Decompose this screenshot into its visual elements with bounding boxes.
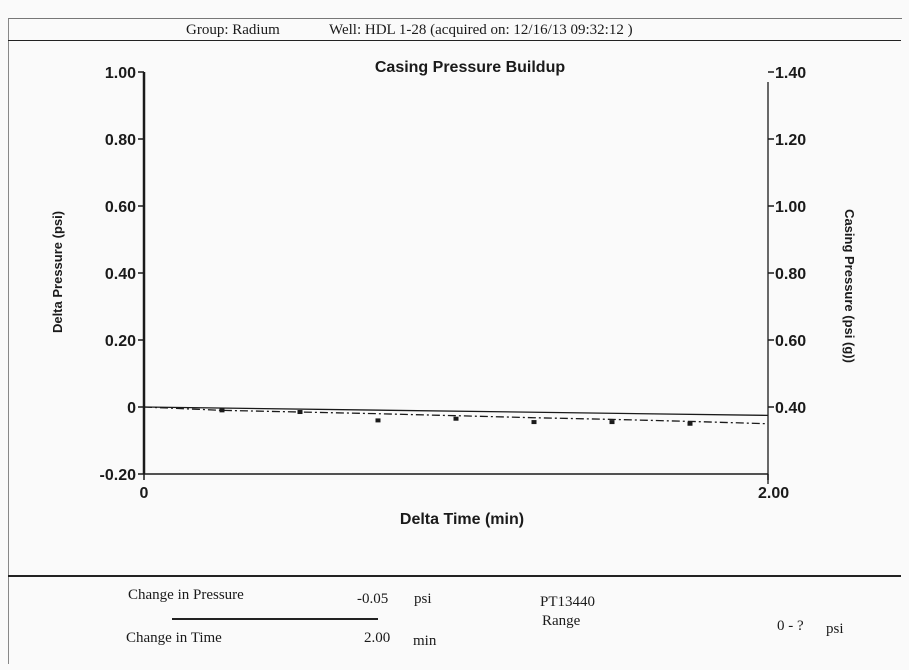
change-time-value: 2.00	[364, 630, 391, 646]
series-line-2	[143, 406, 769, 417]
gauge-id: PT13440	[540, 594, 596, 610]
group-label: Group: Radium	[186, 22, 280, 38]
data-point	[375, 418, 381, 423]
y2-tick-label: 0.40	[775, 400, 806, 417]
chart: Casing Pressure Buildup 1.00 0.80 0.60 0.40…	[50, 59, 857, 528]
range-label: Range	[542, 613, 581, 629]
y2-tick-label: 1.40	[775, 65, 806, 82]
y-tick-label: 0.60	[105, 199, 136, 216]
data-point	[297, 410, 303, 415]
series-line-1	[143, 406, 769, 425]
y2-axis-label: Casing Pressure (psi (g))	[842, 209, 857, 363]
series-lines	[143, 406, 769, 425]
y-tick-label: -0.20	[100, 467, 137, 484]
chart-title: Casing Pressure Buildup	[375, 59, 565, 76]
report-frame	[8, 18, 902, 664]
x-tick-label: 0	[140, 485, 149, 502]
data-point	[453, 416, 459, 421]
range-unit: psi	[826, 621, 844, 637]
tick-labels: 1.000.800.600.400.200-0.201.401.201.000.…	[100, 65, 807, 502]
x-axis-label: Delta Time (min)	[400, 511, 524, 528]
data-point	[609, 420, 615, 425]
range-value: 0 - ?	[777, 618, 804, 634]
y2-tick-label: 0.60	[775, 333, 806, 350]
y-axis-label: Delta Pressure (psi)	[50, 211, 65, 333]
well-label: Well: HDL 1-28 (acquired on: 12/16/13 09…	[329, 22, 633, 38]
y-tick-label: 0.20	[105, 333, 136, 350]
y-tick-label: 1.00	[105, 65, 136, 82]
axes	[142, 72, 769, 484]
y-tick-label: 0.40	[105, 266, 136, 283]
data-point	[531, 420, 537, 425]
change-pressure-unit: psi	[414, 591, 432, 607]
footer-divider	[8, 575, 901, 577]
change-pressure-value: -0.05	[357, 591, 389, 607]
change-time-label: Change in Time	[126, 630, 222, 646]
y2-tick-label: 1.00	[775, 199, 806, 216]
footer-underline	[172, 618, 378, 620]
change-pressure-label: Change in Pressure	[128, 587, 244, 603]
change-time-unit: min	[413, 633, 437, 649]
y2-tick-label: 0.80	[775, 266, 806, 283]
y-tick-label: 0	[127, 400, 136, 417]
y2-tick-label: 1.20	[775, 132, 806, 149]
data-markers	[219, 408, 693, 426]
x-tick-label: 2.00	[758, 485, 789, 502]
header-divider	[8, 40, 901, 41]
y-tick-label: 0.80	[105, 132, 136, 149]
data-point	[219, 408, 225, 413]
data-point	[687, 421, 693, 426]
